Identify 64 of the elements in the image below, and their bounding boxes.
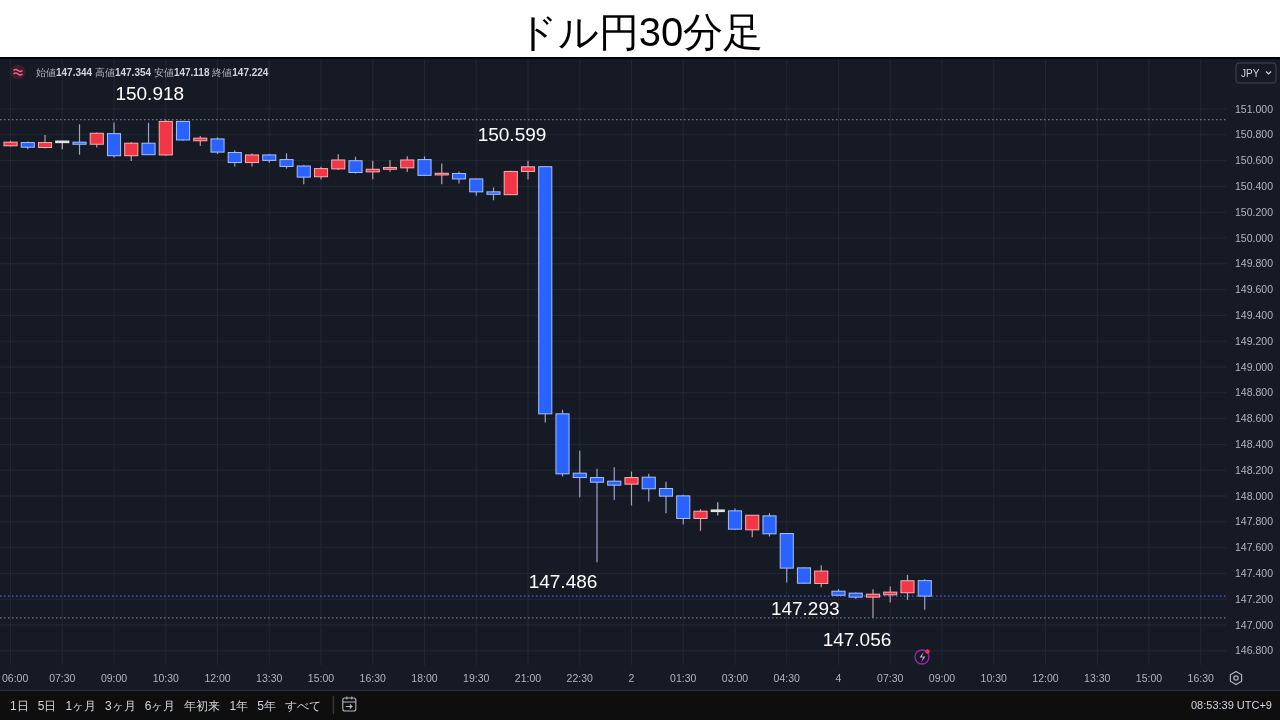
- x-tick-label: 12:00: [204, 672, 231, 684]
- x-tick-label: 09:00: [100, 672, 128, 684]
- y-tick-label: 150.400: [1235, 180, 1274, 193]
- x-tick-label: 16:30: [1187, 672, 1215, 684]
- y-tick-label: 149.800: [1235, 257, 1274, 270]
- y-tick-label: 150.800: [1235, 128, 1274, 141]
- x-tick-label: 13:30: [256, 672, 283, 684]
- x-tick-label: 22:30: [566, 672, 594, 684]
- y-tick-label: 147.200: [1235, 592, 1274, 605]
- annotation: 始値147.344 高値147.354 安値147.118 終値147.224: [36, 67, 269, 78]
- y-tick-label: 150.600: [1235, 154, 1274, 167]
- x-tick-label: 12:00: [1032, 672, 1059, 684]
- x-tick-label: 01:30: [670, 672, 697, 684]
- x-tick-label: 09:00: [928, 672, 956, 684]
- y-tick-label: 150.200: [1235, 205, 1274, 218]
- annotation: 150.918: [115, 82, 185, 104]
- text: 1年: [229, 699, 249, 713]
- y-tick-label: 150.000: [1235, 231, 1274, 244]
- y-tick-label: 148.800: [1235, 386, 1274, 399]
- x-tick-label: 4: [835, 672, 842, 684]
- x-tick-label: 19:30: [463, 672, 490, 684]
- annotation: 147.056: [822, 628, 892, 650]
- y-tick-label: 149.200: [1235, 334, 1274, 347]
- y-tick-label: 147.800: [1235, 515, 1274, 528]
- x-tick-label: 03:00: [721, 672, 749, 684]
- annotation: 147.293: [770, 598, 840, 620]
- x-tick-label: 15:00: [1135, 672, 1163, 684]
- text: 08:53:39 UTC+9: [1190, 699, 1272, 711]
- y-tick-label: 147.000: [1235, 618, 1274, 631]
- chart-title: ドル円30分足: [516, 10, 764, 54]
- x-tick-label: 13:30: [1084, 672, 1111, 684]
- text: 5年: [257, 699, 276, 713]
- x-tick-label: 10:30: [152, 672, 180, 684]
- x-tick-label: 06:00: [2, 672, 29, 684]
- y-tick-label: 151.000: [1235, 102, 1274, 115]
- y-tick-label: 148.200: [1235, 463, 1274, 476]
- x-tick-label: 2: [628, 672, 635, 684]
- annotation: 150.599: [477, 123, 547, 145]
- y-tick-label: 146.800: [1235, 644, 1274, 657]
- y-tick-label: 149.400: [1235, 309, 1274, 322]
- x-tick-label: 15:00: [307, 672, 335, 684]
- text: 1ヶ月: [65, 699, 97, 713]
- x-tick-label: 04:30: [773, 672, 801, 684]
- y-tick-label: 148.400: [1235, 438, 1274, 451]
- text: 年初来: [184, 699, 221, 713]
- x-tick-label: 07:30: [49, 672, 76, 684]
- y-tick-label: 148.600: [1235, 412, 1274, 425]
- text: すべて: [284, 699, 321, 713]
- button-currency: JPY: [1235, 62, 1277, 84]
- text: 5日: [37, 699, 57, 713]
- annotation: 147.486: [528, 571, 598, 592]
- y-tick-label: 149.000: [1235, 360, 1274, 373]
- text: 6ヶ月: [144, 699, 176, 713]
- x-tick-label: 21:00: [514, 672, 542, 684]
- text: 3ヶ月: [105, 699, 136, 713]
- y-tick-label: 148.000: [1235, 489, 1274, 502]
- y-tick-label: 147.400: [1235, 567, 1274, 580]
- x-tick-label: 07:30: [877, 672, 904, 684]
- x-tick-label: 10:30: [980, 672, 1008, 684]
- x-tick-label: 18:00: [411, 672, 438, 684]
- x-tick-label: 16:30: [359, 672, 387, 684]
- y-tick-label: 149.600: [1235, 283, 1274, 296]
- y-tick-label: 147.600: [1235, 541, 1274, 554]
- text: 1日: [10, 699, 29, 713]
